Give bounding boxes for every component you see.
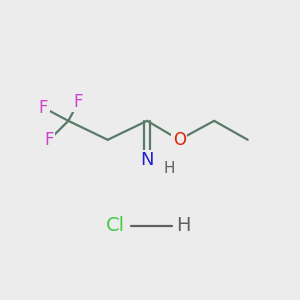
Text: H: H (163, 161, 175, 176)
Text: Cl: Cl (105, 216, 124, 235)
Text: F: F (39, 99, 48, 117)
Text: N: N (140, 151, 154, 169)
Text: H: H (176, 216, 191, 235)
Text: O: O (173, 131, 186, 149)
Text: F: F (74, 93, 83, 111)
Text: F: F (45, 131, 54, 149)
